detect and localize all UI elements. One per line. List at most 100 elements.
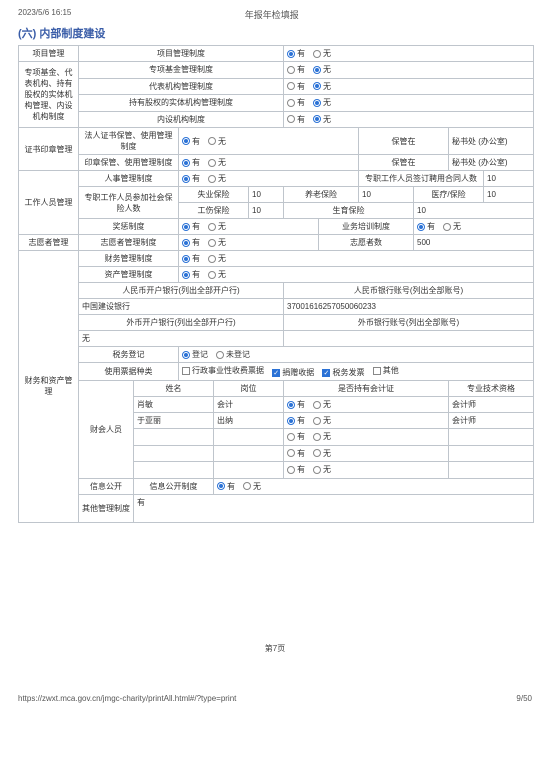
acc-cert-4[interactable]: 有无 [284, 462, 449, 479]
label-ins-4: 生育保险 [284, 203, 414, 219]
val-signed: 10 [484, 171, 534, 187]
label-sf-2: 持有股权的实体机构管理制度 [79, 95, 284, 112]
page-title: 年报年检填报 [245, 8, 299, 21]
label-ins-0: 失业保险 [179, 187, 249, 203]
val-cs-keep-1: 秘书处 (办公室) [449, 155, 534, 171]
page-datetime: 2023/5/6 16:15 [18, 8, 71, 21]
acc-qual-4 [449, 462, 534, 479]
label-rmb-acct: 人民币银行账号(列出全部账号) [284, 283, 534, 299]
acc-qual-3 [449, 445, 534, 462]
label-ins-3: 工伤保险 [179, 203, 249, 219]
acc-name-0: 肖敏 [134, 397, 214, 413]
radio-asset[interactable]: 有无 [179, 267, 534, 283]
val-cs-keep-0: 秘书处 (办公室) [449, 128, 534, 155]
label-fc-bank: 外币开户银行(列出全部开户行) [79, 315, 284, 331]
val-ins-1: 10 [359, 187, 414, 203]
label-other-mgmt: 其他管理制度 [79, 494, 134, 522]
val-ins-2: 10 [484, 187, 534, 203]
acc-name-4 [134, 462, 214, 479]
label-disclosure-sub: 信息公开制度 [134, 478, 214, 494]
radio-disclosure[interactable]: 有无 [214, 478, 534, 494]
acc-name-1: 于亚丽 [134, 413, 214, 429]
row-volunteer: 志愿者管理 [19, 235, 79, 251]
acc-name-2 [134, 429, 214, 446]
label-disclosure: 信息公开 [79, 478, 134, 494]
val-ins-0: 10 [249, 187, 284, 203]
label-train: 业务培训制度 [319, 219, 414, 235]
radio-sf-2[interactable]: 有无 [284, 95, 534, 112]
label-vol: 志愿者管理制度 [79, 235, 179, 251]
acc-cert-2[interactable]: 有无 [284, 429, 449, 446]
label-ins-1: 养老保险 [284, 187, 359, 203]
radio-train[interactable]: 有无 [414, 219, 534, 235]
radio-cs-1[interactable]: 有无 [179, 155, 359, 171]
acc-cert-3[interactable]: 有无 [284, 445, 449, 462]
label-tax: 税务登记 [79, 347, 179, 363]
label-sf-0: 专项基金管理制度 [79, 62, 284, 79]
radio-sf-0[interactable]: 有无 [284, 62, 534, 79]
hdr-post: 岗位 [214, 381, 284, 397]
label-sf-1: 代表机构管理制度 [79, 78, 284, 95]
radio-reward[interactable]: 有无 [179, 219, 319, 235]
acc-qual-2 [449, 429, 534, 446]
page-number: 第7页 [18, 643, 532, 654]
radio-sf-3[interactable]: 有无 [284, 111, 534, 128]
acc-post-1: 出纳 [214, 413, 284, 429]
label-sf-3: 内设机构制度 [79, 111, 284, 128]
acc-post-4 [214, 462, 284, 479]
acc-qual-0: 会计师 [449, 397, 534, 413]
label-social: 专职工作人员参加社会保险人数 [79, 187, 179, 219]
row-cert-seal: 证书印章管理 [19, 128, 79, 171]
acc-post-3 [214, 445, 284, 462]
label-fc-acct: 外币银行账号(列出全部账号) [284, 315, 534, 331]
label-accountant: 财会人员 [79, 381, 134, 479]
acc-cert-0[interactable]: 有无 [284, 397, 449, 413]
val-ins-3: 10 [249, 203, 284, 219]
radio-project-mgmt[interactable]: 有 无 [284, 46, 534, 62]
label-asset: 资产管理制度 [79, 267, 179, 283]
radio-cs-0[interactable]: 有无 [179, 128, 359, 155]
label-signed: 专职工作人员签订聘用合同人数 [359, 171, 484, 187]
hdr-name: 姓名 [134, 381, 214, 397]
label-project-mgmt: 项目管理制度 [79, 46, 284, 62]
label-ins-2: 医疗/保险 [414, 187, 484, 203]
acc-name-3 [134, 445, 214, 462]
radio-hr[interactable]: 有无 [179, 171, 359, 187]
label-cs-1: 印章保管、使用管理制度 [79, 155, 179, 171]
row-staff-mgmt: 工作人员管理 [19, 171, 79, 235]
row-special-fund: 专项基金、代表机构、持有股权的实体机构管理、内设机构制度 [19, 62, 79, 128]
val-vol-count: 500 [414, 235, 534, 251]
val-rmb-bank: 中国建设银行 [79, 299, 284, 315]
val-other-mgmt: 有 [134, 494, 534, 522]
val-fc-acct [284, 331, 534, 347]
label-cs-keep-1: 保管在 [359, 155, 449, 171]
cb-invoice-types[interactable]: 行政事业性收费票据 ✓捐赠收据 ✓税务发票 其他 [179, 363, 534, 381]
hdr-qual: 专业技术资格 [449, 381, 534, 397]
label-hr: 人事管理制度 [79, 171, 179, 187]
val-rmb-acct: 37001616257050060233 [284, 299, 534, 315]
val-fc-bank: 无 [79, 331, 284, 347]
acc-qual-1: 会计师 [449, 413, 534, 429]
main-table: 项目管理 项目管理制度 有 无 专项基金、代表机构、持有股权的实体机构管理、内设… [18, 45, 534, 523]
row-finance: 财务和资产管理 [19, 251, 79, 523]
val-ins-4: 10 [414, 203, 534, 219]
acc-post-2 [214, 429, 284, 446]
label-rmb-bank: 人民币开户银行(列出全部开户行) [79, 283, 284, 299]
label-vol-count: 志愿者数 [319, 235, 414, 251]
label-reward: 奖惩制度 [79, 219, 179, 235]
footer-url: https://zwxt.mca.gov.cn/jmgc-charity/pri… [18, 694, 236, 703]
label-fin: 财务管理制度 [79, 251, 179, 267]
radio-tax[interactable]: 登记 未登记 [179, 347, 534, 363]
radio-vol[interactable]: 有无 [179, 235, 319, 251]
radio-sf-1[interactable]: 有无 [284, 78, 534, 95]
label-invoice-types: 使用票据种类 [79, 363, 179, 381]
label-cs-keep-0: 保管在 [359, 128, 449, 155]
row-project-mgmt: 项目管理 [19, 46, 79, 62]
hdr-cert: 是否持有会计证 [284, 381, 449, 397]
radio-fin[interactable]: 有无 [179, 251, 534, 267]
section-title: (六) 内部制度建设 [18, 25, 532, 41]
acc-cert-1[interactable]: 有无 [284, 413, 449, 429]
acc-post-0: 会计 [214, 397, 284, 413]
footer-page: 9/50 [516, 694, 532, 703]
label-cs-0: 法人证书保管、使用管理制度 [79, 128, 179, 155]
